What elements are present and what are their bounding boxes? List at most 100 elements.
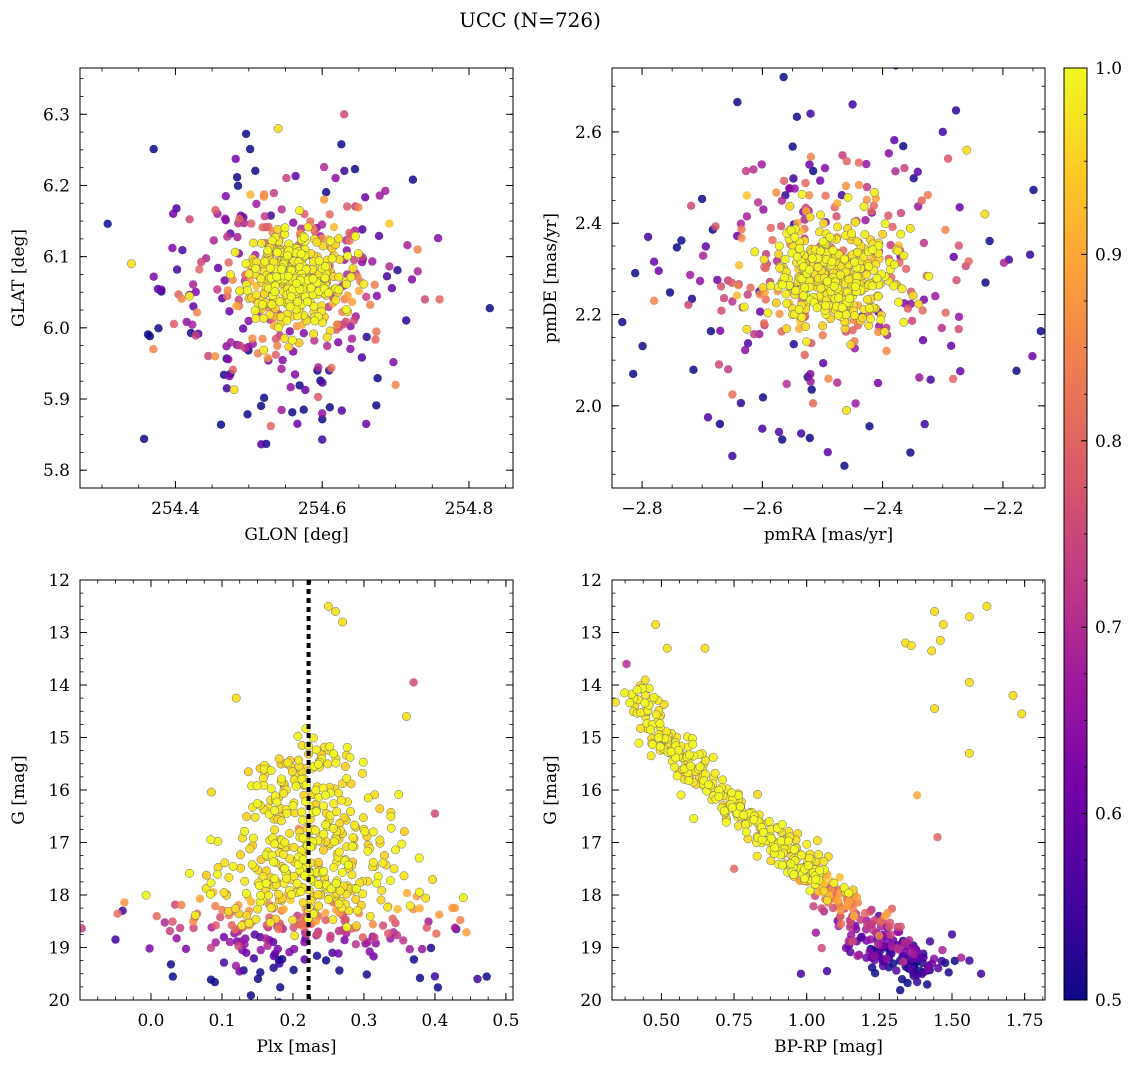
y-tick-label: 2.4 <box>575 214 602 234</box>
data-point <box>903 978 912 988</box>
data-point <box>888 222 897 232</box>
data-point <box>875 931 884 940</box>
data-point <box>957 953 966 962</box>
data-point <box>371 335 380 344</box>
data-point <box>807 254 817 263</box>
x-tick-label: 0.4 <box>421 1011 448 1031</box>
data-point <box>232 301 241 311</box>
data-point <box>286 292 296 301</box>
data-point <box>848 937 857 946</box>
data-point <box>873 940 883 949</box>
data-point <box>251 313 261 323</box>
data-point <box>812 303 822 313</box>
data-point <box>385 262 394 271</box>
x-tick-label: −2.8 <box>621 499 662 519</box>
data-point <box>803 861 813 871</box>
data-point <box>854 158 864 167</box>
data-point <box>373 374 382 383</box>
data-point <box>869 926 878 935</box>
data-point <box>213 263 223 273</box>
data-point <box>372 327 381 336</box>
data-point <box>271 334 281 344</box>
data-point <box>145 944 154 953</box>
data-point <box>229 385 239 395</box>
data-point <box>228 365 238 374</box>
data-point <box>219 958 229 967</box>
data-point <box>778 280 787 290</box>
data-point <box>805 212 815 222</box>
data-point <box>224 258 233 267</box>
data-point <box>734 281 743 290</box>
data-point <box>704 780 713 790</box>
data-point <box>222 384 231 393</box>
data-point <box>758 283 768 293</box>
data-point <box>231 693 241 703</box>
data-point <box>703 413 713 422</box>
data-point <box>177 900 186 910</box>
data-point <box>219 932 229 942</box>
scatter-panels: 254.4 254.6 254.8 5.8 5.9 6.0 6.1 6.2 6.3 GLON [d… <box>9 67 1046 1057</box>
data-point <box>291 781 301 791</box>
data-point <box>172 934 181 943</box>
data-point <box>377 886 387 895</box>
data-point <box>1025 250 1035 259</box>
data-point <box>845 294 854 303</box>
data-point <box>882 954 891 963</box>
x-tick-label: 254.8 <box>445 499 494 519</box>
data-point <box>185 215 194 224</box>
data-point <box>195 894 205 903</box>
data-point <box>311 745 321 755</box>
data-point <box>938 620 948 630</box>
data-point <box>790 184 799 193</box>
data-point <box>842 405 851 415</box>
data-point <box>375 191 384 200</box>
data-point <box>342 742 352 752</box>
data-point <box>326 236 335 246</box>
data-point <box>334 949 343 958</box>
data-point <box>206 878 216 888</box>
data-point <box>918 336 928 345</box>
data-point <box>256 968 265 977</box>
data-point <box>822 276 832 286</box>
data-point <box>789 174 798 183</box>
y-tick-label: 16 <box>580 781 602 801</box>
data-point <box>770 843 780 853</box>
data-point <box>320 273 330 283</box>
data-point <box>286 383 295 392</box>
colorbar-tick-label: 0.9 <box>1095 245 1122 265</box>
data-point <box>299 922 308 931</box>
data-point <box>314 363 323 372</box>
data-point <box>708 753 718 762</box>
data-point <box>409 955 419 964</box>
data-point <box>312 237 322 247</box>
y-tick-label: 6.0 <box>43 319 70 339</box>
data-point <box>917 969 927 979</box>
data-point <box>168 917 177 926</box>
data-point <box>361 193 370 202</box>
data-point <box>649 692 659 702</box>
data-point <box>841 181 851 191</box>
x-axis-label: pmRA [mas/yr] <box>764 525 893 545</box>
data-point <box>266 421 275 431</box>
data-point <box>277 264 287 274</box>
data-point <box>933 833 942 842</box>
data-point <box>334 272 344 282</box>
data-point <box>716 282 726 291</box>
data-point <box>358 813 368 823</box>
data-point <box>394 790 404 799</box>
data-point <box>686 201 696 210</box>
data-point <box>277 364 286 374</box>
data-point <box>662 643 672 653</box>
data-point <box>261 934 271 943</box>
data-point <box>882 346 891 356</box>
data-point <box>230 904 240 914</box>
data-point <box>299 329 308 338</box>
data-point <box>759 255 769 264</box>
data-point <box>1008 691 1018 700</box>
colorbar-tick-label: 0.8 <box>1095 432 1122 452</box>
data-point <box>290 931 300 941</box>
data-point <box>242 812 251 822</box>
data-point <box>741 820 750 830</box>
data-point <box>889 260 899 270</box>
data-point <box>231 961 241 970</box>
